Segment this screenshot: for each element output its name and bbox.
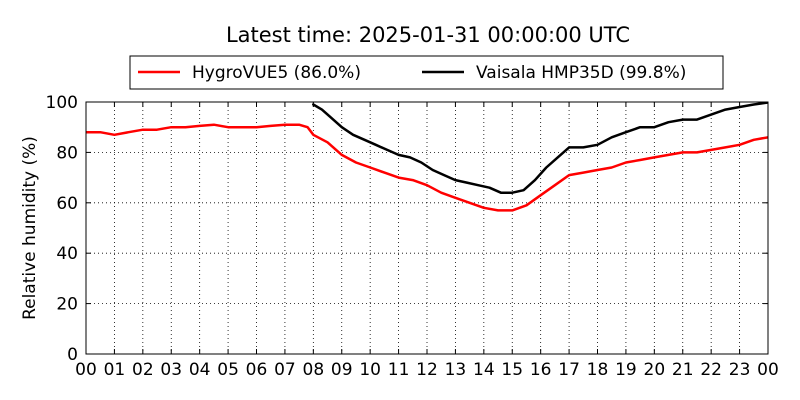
y-tick-labels: 0 20 40 60 80 100 bbox=[46, 93, 78, 365]
x-tick-label: 03 bbox=[160, 360, 182, 380]
legend-label-hmp35d: Vaisala HMP35D (99.8%) bbox=[476, 63, 686, 83]
x-tick-label: 14 bbox=[473, 360, 495, 380]
tick-marks bbox=[85, 101, 769, 355]
x-tick-label: 06 bbox=[246, 360, 268, 380]
x-tick-label: 09 bbox=[331, 360, 353, 380]
plot-frame bbox=[85, 101, 769, 355]
x-tick-label: 00 bbox=[757, 360, 779, 380]
x-tick-label: 18 bbox=[587, 360, 609, 380]
y-tick-label: 80 bbox=[56, 143, 78, 163]
series-line-hmp35d bbox=[312, 102, 768, 194]
x-tick-label: 08 bbox=[303, 360, 325, 380]
y-tick-label: 20 bbox=[56, 295, 78, 315]
y-tick-label: 0 bbox=[67, 345, 78, 365]
x-tick-label: 12 bbox=[416, 360, 438, 380]
grid bbox=[86, 102, 768, 354]
x-tick-label: 17 bbox=[558, 360, 580, 380]
x-tick-label: 02 bbox=[132, 360, 154, 380]
x-tick-label: 19 bbox=[615, 360, 637, 380]
x-tick-label: 21 bbox=[672, 360, 694, 380]
x-tick-label: 23 bbox=[729, 360, 751, 380]
y-axis-label: Relative humidity (%) bbox=[20, 136, 40, 320]
x-tick-label: 11 bbox=[388, 360, 410, 380]
y-tick-label: 40 bbox=[56, 244, 78, 264]
x-tick-label: 07 bbox=[274, 360, 296, 380]
x-tick-label: 15 bbox=[501, 360, 523, 380]
x-tick-label: 10 bbox=[359, 360, 381, 380]
legend: HygroVUE5 (86.0%) Vaisala HMP35D (99.8%) bbox=[129, 55, 724, 90]
x-tick-label: 13 bbox=[445, 360, 467, 380]
y-tick-label: 60 bbox=[56, 194, 78, 214]
x-tick-label: 22 bbox=[700, 360, 722, 380]
x-tick-label: 05 bbox=[217, 360, 239, 380]
series-line-hygrovue5 bbox=[86, 123, 768, 212]
x-tick-label: 01 bbox=[104, 360, 126, 380]
x-tick-label: 20 bbox=[644, 360, 666, 380]
x-tick-labels: 00 01 02 03 04 05 06 07 08 09 10 11 12 13 14 15 16 17 18 19… bbox=[75, 360, 779, 380]
series-group bbox=[86, 102, 768, 212]
legend-label-hygrovue5: HygroVUE5 (86.0%) bbox=[192, 63, 361, 83]
x-tick-label: 04 bbox=[189, 360, 211, 380]
chart-title: Latest time: 2025-01-31 00:00:00 UTC bbox=[226, 23, 630, 47]
x-tick-label: 00 bbox=[75, 360, 97, 380]
x-tick-label: 16 bbox=[530, 360, 552, 380]
y-tick-label: 100 bbox=[46, 93, 78, 113]
